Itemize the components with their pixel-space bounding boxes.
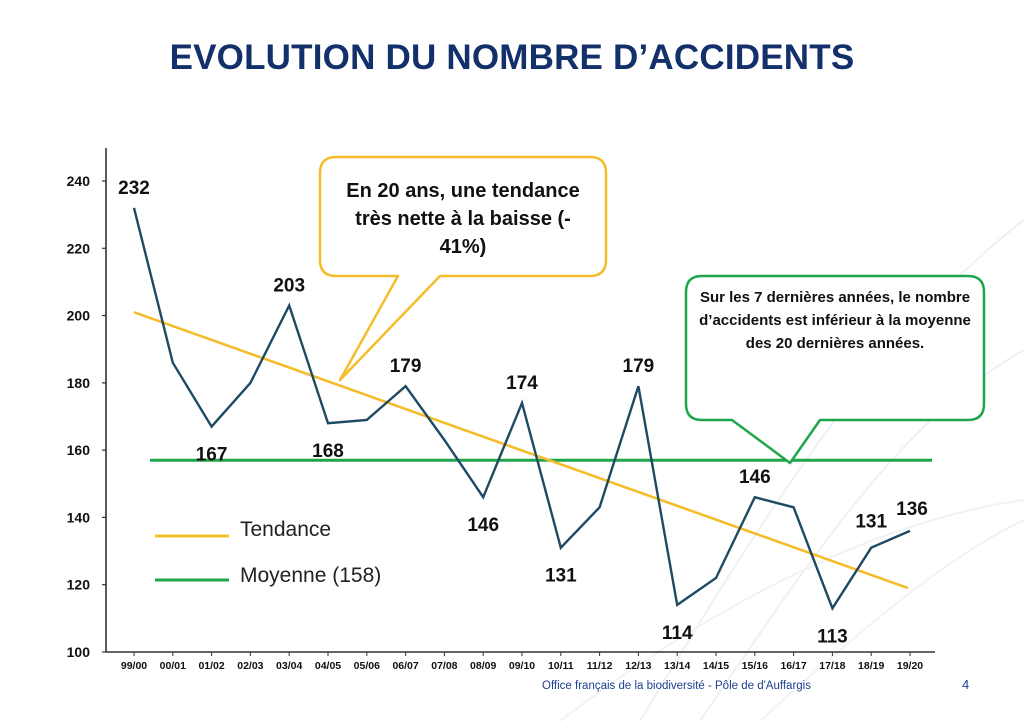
data-label: 168 — [312, 441, 344, 462]
trend-callout-text: En 20 ans, une tendance très nette à la … — [346, 180, 580, 258]
data-label: 232 — [118, 178, 150, 199]
x-axis-ticks: 99/00 00/01 01/02 02/03 03/04 04/05 05/06 06/07… — [121, 652, 923, 672]
x-tick-label: 13/14 — [664, 660, 690, 672]
data-label: 167 — [196, 445, 228, 466]
legend-group — [155, 534, 229, 582]
recent-years-callout-bubble — [684, 274, 986, 465]
x-tick-label: 12/13 — [625, 660, 651, 672]
data-label: 179 — [390, 356, 422, 377]
x-tick-label: 06/07 — [392, 660, 418, 672]
data-label: 131 — [855, 512, 887, 533]
x-tick-label: 15/16 — [742, 660, 768, 672]
x-tick-label: 09/10 — [509, 660, 535, 672]
data-label: 179 — [623, 356, 655, 377]
data-label: 113 — [817, 626, 848, 647]
x-tick-label: 18/19 — [858, 660, 884, 672]
data-label: 203 — [273, 275, 305, 296]
x-tick-label: 05/06 — [354, 660, 380, 672]
x-tick-label: 99/00 — [121, 660, 147, 672]
x-tick-label: 03/04 — [276, 660, 302, 672]
trend-callout-bubble — [318, 155, 608, 382]
callouts-group — [318, 155, 986, 465]
x-tick-label: 07/08 — [431, 660, 457, 672]
chart-axes — [105, 148, 935, 653]
y-tick-label: 180 — [67, 375, 91, 391]
data-label: 146 — [467, 515, 499, 536]
x-tick-label: 11/12 — [587, 660, 613, 672]
x-tick-label: 00/01 — [160, 660, 186, 672]
data-label: 146 — [739, 467, 771, 488]
data-labels-group: 232 167 203 168 179 146 174 131 179 114 146 113 131 1… — [118, 178, 928, 647]
y-tick-label: 240 — [67, 173, 91, 189]
x-tick-label: 19/20 — [897, 660, 923, 672]
legend-label-trend: Tendance — [240, 518, 332, 541]
y-tick-label: 160 — [67, 442, 91, 458]
x-tick-label: 16/17 — [780, 660, 806, 672]
data-label: 136 — [896, 499, 928, 520]
data-label: 114 — [662, 623, 693, 644]
x-tick-label: 04/05 — [315, 660, 341, 672]
recent-years-callout-text: Sur les 7 dernières années, le nombre d’… — [699, 289, 971, 352]
data-label: 174 — [506, 373, 538, 394]
y-tick-label: 140 — [67, 509, 91, 525]
footer-organization: Office français de la biodiversité - Pôl… — [542, 680, 811, 692]
x-tick-label: 10/11 — [548, 660, 574, 672]
series-line-accidents — [132, 207, 911, 611]
x-tick-label: 01/02 — [198, 660, 224, 672]
y-axis-ticks: 100 120 140 160 180 200 220 240 — [67, 173, 106, 660]
x-tick-label: 14/15 — [703, 660, 729, 672]
page-number: 4 — [962, 677, 970, 692]
x-tick-label: 08/09 — [470, 660, 496, 672]
y-tick-label: 200 — [67, 308, 91, 324]
y-tick-label: 220 — [67, 240, 91, 256]
legend-label-average: Moyenne (158) — [240, 564, 382, 587]
page-title: EVOLUTION DU NOMBRE D’ACCIDENTS — [169, 38, 855, 77]
data-label: 131 — [545, 566, 577, 587]
x-tick-label: 17/18 — [819, 660, 845, 672]
x-tick-label: 02/03 — [237, 660, 263, 672]
y-tick-label: 120 — [67, 577, 91, 593]
series-group — [132, 207, 911, 611]
y-tick-label: 100 — [67, 644, 91, 660]
